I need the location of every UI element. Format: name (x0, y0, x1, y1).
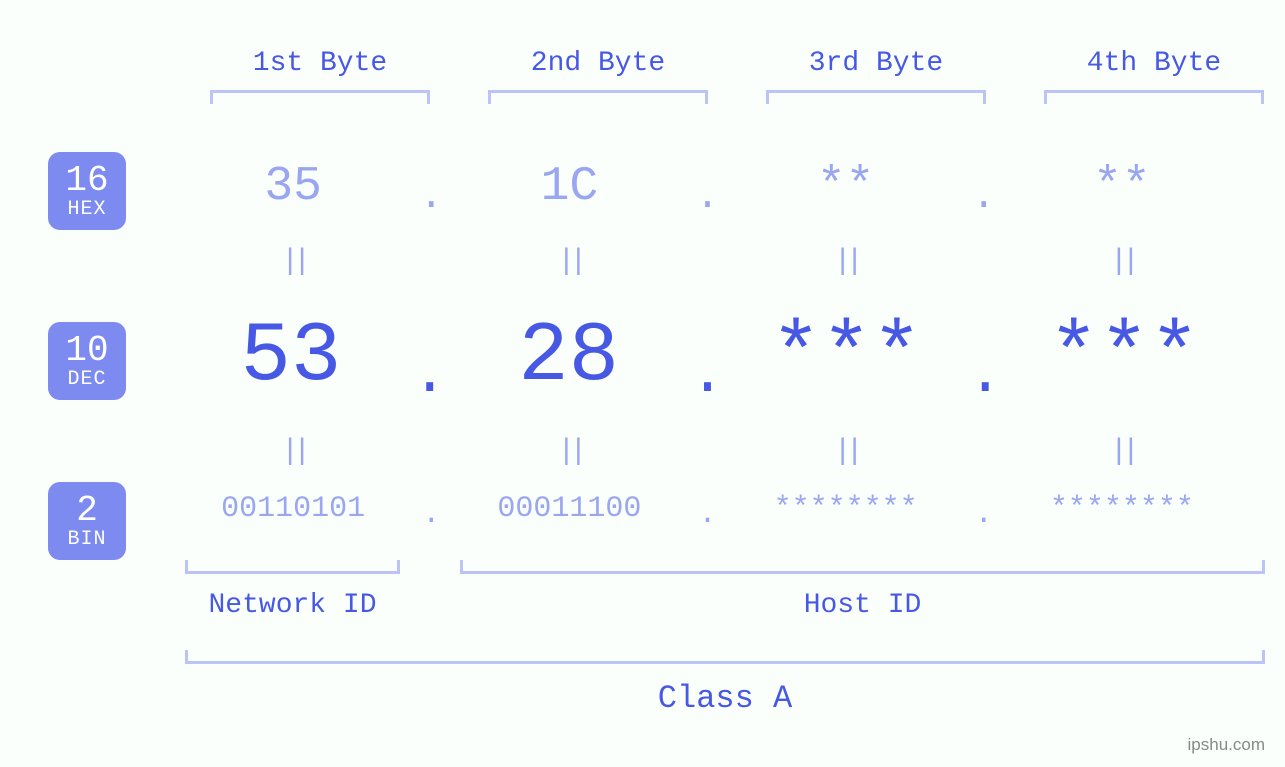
bin-byte-3: ******** (723, 492, 969, 526)
dot-separator: . (969, 498, 999, 532)
byte-3-label: 3rd Byte (806, 48, 946, 79)
bin-base-number: 2 (48, 492, 126, 530)
hex-byte-1: 35 (170, 160, 416, 214)
dot-separator: . (412, 342, 448, 410)
dec-row: 53 . 28 . *** . *** (170, 310, 1245, 405)
hex-badge: 16 HEX (48, 152, 126, 230)
byte-2-bracket (488, 90, 708, 104)
bin-base-name: BIN (48, 529, 126, 550)
dot-separator: . (689, 342, 725, 410)
dec-byte-2: 28 (448, 310, 690, 405)
network-id-bracket (185, 560, 400, 574)
bin-byte-2: 00011100 (446, 492, 692, 526)
equals-icon: || (446, 245, 692, 279)
equals-row-2: || || || || (170, 435, 1245, 469)
byte-3-bracket (766, 90, 986, 104)
hex-base-name: HEX (48, 199, 126, 220)
byte-2-label: 2nd Byte (528, 48, 668, 79)
dec-byte-1: 53 (170, 310, 412, 405)
dot-separator: . (969, 175, 999, 220)
ip-diagram: 1st Byte 2nd Byte 3rd Byte 4th Byte 16 H… (0, 0, 1285, 767)
byte-1-label: 1st Byte (250, 48, 390, 79)
host-id-bracket (460, 560, 1265, 574)
dec-byte-3: *** (726, 310, 968, 405)
equals-icon: || (170, 435, 416, 469)
equals-icon: || (723, 435, 969, 469)
dot-separator: . (416, 175, 446, 220)
byte-4-label: 4th Byte (1084, 48, 1224, 79)
bin-byte-1: 00110101 (170, 492, 416, 526)
class-bracket (185, 650, 1265, 664)
dec-byte-4: *** (1003, 310, 1245, 405)
dec-base-name: DEC (48, 369, 126, 390)
hex-byte-2: 1C (446, 160, 692, 214)
class-label: Class A (185, 680, 1265, 717)
dot-separator: . (693, 175, 723, 220)
host-id-label: Host ID (460, 590, 1265, 621)
byte-4-bracket (1044, 90, 1264, 104)
bin-row: 00110101 . 00011100 . ******** . *******… (170, 492, 1245, 526)
hex-base-number: 16 (48, 162, 126, 200)
dot-separator: . (967, 342, 1003, 410)
equals-row-1: || || || || (170, 245, 1245, 279)
equals-icon: || (999, 245, 1245, 279)
bin-byte-4: ******** (999, 492, 1245, 526)
hex-row: 35 . 1C . ** . ** (170, 160, 1245, 214)
network-id-label: Network ID (185, 590, 400, 621)
hex-byte-3: ** (723, 160, 969, 214)
watermark: ipshu.com (1188, 735, 1265, 755)
equals-icon: || (170, 245, 416, 279)
hex-byte-4: ** (999, 160, 1245, 214)
dot-separator: . (416, 498, 446, 532)
equals-icon: || (446, 435, 692, 469)
byte-1-bracket (210, 90, 430, 104)
dec-base-number: 10 (48, 332, 126, 370)
equals-icon: || (723, 245, 969, 279)
bin-badge: 2 BIN (48, 482, 126, 560)
dec-badge: 10 DEC (48, 322, 126, 400)
dot-separator: . (693, 498, 723, 532)
equals-icon: || (999, 435, 1245, 469)
